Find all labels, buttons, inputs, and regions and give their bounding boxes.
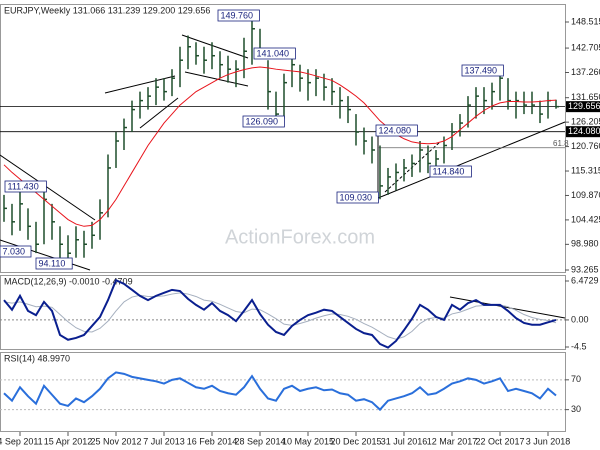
y-tick-label: 142.705: [571, 42, 600, 52]
trendline: [181, 34, 249, 59]
y-tick-label: 0.00: [571, 314, 589, 324]
moving-average: [3, 66, 557, 227]
fib-label: 61.8: [553, 139, 569, 148]
annotation-box: [461, 64, 504, 77]
x-tick-label: 10 May 2015: [282, 436, 334, 446]
y-tick-label: 70: [571, 374, 581, 384]
trendlines: [0, 34, 566, 319]
y-tick-label: 6.4729: [571, 275, 599, 285]
annotation-box: [336, 191, 379, 204]
line-series: [3, 292, 557, 340]
y-tick-label: 115.315: [571, 165, 600, 175]
y-tick-label: 148.515: [571, 16, 600, 26]
annotation: 124.080: [379, 125, 412, 135]
x-tick-label: 4 Sep 2011: [0, 436, 43, 446]
price-label-box: [566, 126, 600, 138]
x-tick-label: 12 Mar 2017: [427, 436, 478, 446]
annotation-box: [253, 47, 296, 60]
rsi-title: RSI(14) 48.9970: [4, 353, 70, 363]
annotation-box: [35, 257, 73, 270]
trendline: [184, 71, 249, 87]
trendline: [0, 154, 96, 221]
y-tick-label: 120.760: [571, 141, 600, 151]
trendline: [449, 296, 566, 319]
annotation-box: [0, 245, 32, 258]
y-tick-label: 30: [571, 404, 581, 414]
annotation: 109.030: [340, 192, 373, 202]
price-label-box: [566, 101, 600, 113]
x-tick-label: 3 Jun 2018: [526, 436, 571, 446]
rsi-panel: [0, 352, 566, 432]
annotation: 94.110: [39, 258, 66, 268]
y-tick-label: 104.425: [571, 214, 600, 224]
macd-panel: [0, 275, 566, 350]
x-tick-label: 22 Oct 2017: [475, 436, 524, 446]
annotation-box: [242, 115, 285, 128]
x-tick-label: 7 Jul 2013: [143, 436, 185, 446]
chart-title: EURJPY,Weekly 131.066 131.239 129.200 12…: [4, 5, 210, 15]
price-panel: [0, 4, 566, 273]
annotation: 114.840: [433, 166, 465, 176]
annotation: 111.430: [8, 181, 39, 191]
price-label: 129.656: [568, 101, 600, 111]
macd-title: MACD(12,26,9) -0.0010 -0.4709: [4, 276, 133, 286]
line-series: [3, 371, 557, 412]
annotation: 126.090: [246, 116, 279, 126]
annotation: 149.760: [221, 10, 254, 20]
x-tick-label: 28 Sep 2014: [234, 436, 285, 446]
watermark: ActionForex.com: [225, 226, 375, 248]
annotation-box: [217, 9, 260, 22]
trendline: [377, 121, 566, 199]
line-series: [3, 278, 557, 349]
y-tick-label: 131.650: [571, 92, 600, 102]
trendline: [0, 239, 91, 271]
x-tick-label: 25 Nov 2012: [90, 436, 141, 446]
y-tick-label: 109.870: [571, 190, 600, 200]
annotation: 7.030: [3, 246, 26, 256]
x-tick-label: 16 Feb 2014: [187, 436, 238, 446]
y-tick-label: 93.265: [571, 264, 599, 274]
annotation: 141.040: [257, 48, 290, 58]
annotation: 137.490: [465, 65, 498, 75]
x-tick-label: 15 Apr 2012: [44, 436, 93, 446]
annotation-box: [4, 180, 47, 193]
x-tick-label: 20 Dec 2015: [330, 436, 381, 446]
trendline: [139, 97, 179, 129]
y-tick-label: 98.980: [571, 239, 599, 249]
y-tick-label: -4.5: [571, 341, 587, 351]
annotation-box: [429, 165, 472, 178]
y-tick-label: 126.205: [571, 117, 600, 127]
annotation-box: [375, 124, 418, 137]
price-label: 124.080: [568, 126, 600, 136]
x-tick-label: 31 Jul 2016: [381, 436, 428, 446]
y-tick-label: 137.260: [571, 67, 600, 77]
